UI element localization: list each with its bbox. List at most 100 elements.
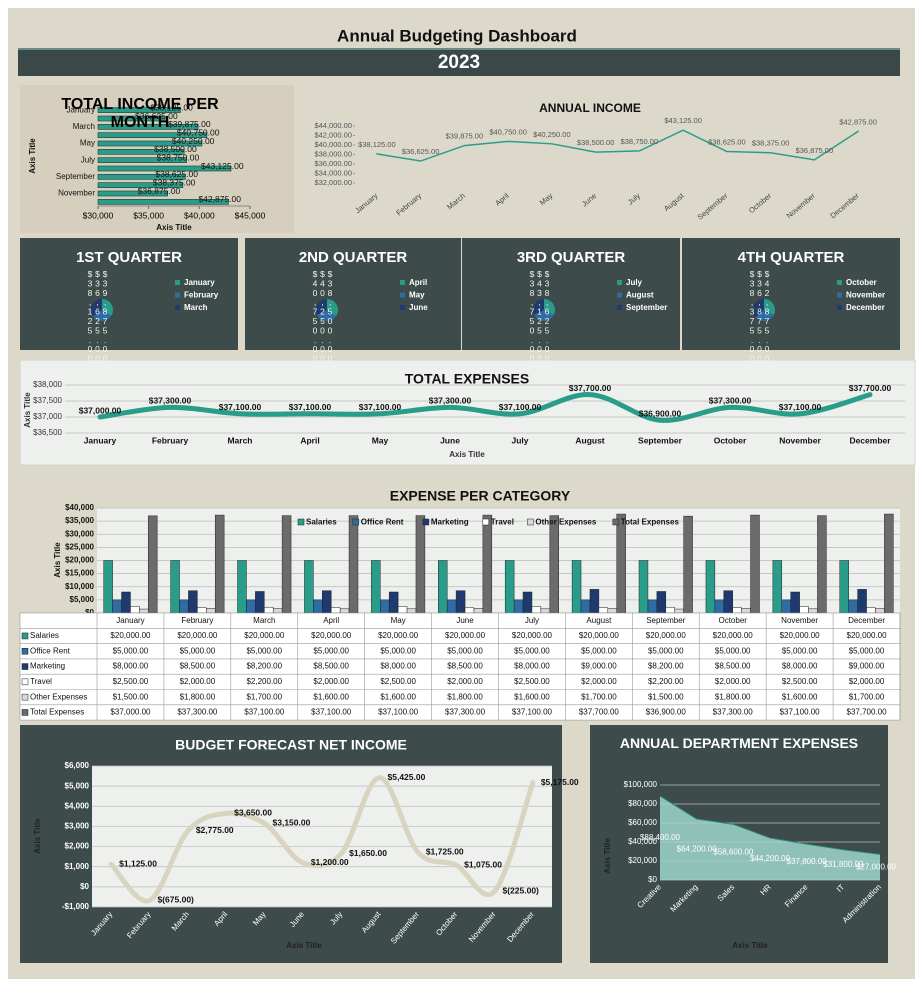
year: 2023 [438,52,480,73]
data-label: $36,900.00 [639,408,682,418]
y-tick-label: $37,000 [33,412,62,421]
data-label: $40,250.00 [172,136,215,146]
legend-swatch [400,292,405,298]
bar [857,589,867,614]
table-swatch [21,632,29,640]
bar [397,606,408,614]
bar [339,608,350,614]
pie-slice [317,310,337,321]
chart-title: ANNUAL INCOME [539,101,641,115]
table-cell: $2,000.00 [180,677,216,686]
y-tick-label: $40,000 [65,503,94,512]
year-banner [18,48,900,76]
x-tick-label: December [849,435,891,445]
x-axis-title: Axis Title [449,450,485,459]
x-axis-title: Axis Title [156,223,192,232]
y-axis-title: Axis Title [53,542,62,578]
table-cell: $1,600.00 [380,692,416,701]
table-cell: $8,500.00 [313,662,349,671]
chart-title: EXPENSE PER CATEGORY [390,488,571,504]
panel [245,238,461,350]
table-cell: $2,500.00 [514,677,550,686]
data-label: $38,375.00 [153,177,196,187]
table-cell: $8,000.00 [113,662,149,671]
bar [188,590,198,614]
data-label: $38,500.00 [154,144,197,154]
bar [638,560,649,614]
pie-slice [327,299,338,316]
bar [866,607,876,614]
data-label: $64,200.00 [677,845,718,854]
pie-slice [316,299,327,315]
x-tick-label: January [116,616,144,625]
data-label: $44,200.00 [750,854,791,863]
data-label: $40,750.00 [177,127,220,137]
x-axis-title: Axis Title [732,941,768,950]
legend-swatch [617,280,622,285]
table-swatch [21,663,29,670]
bar [683,515,693,614]
table-cell: $20,000.00 [311,631,352,640]
x-tick-label: January [84,435,117,445]
data-label: $3,150.00 [273,818,311,828]
table-cell: $20,000.00 [244,631,285,640]
legend-swatch [175,292,180,298]
x-tick-label: March [227,435,252,445]
bar [322,590,332,614]
y-tick-label: -$1,000 [62,902,90,911]
bar [665,606,675,614]
table-cell: $8,500.00 [180,662,216,671]
legend-label: April [409,278,427,287]
line [97,392,873,423]
data-label: $36,875.00 [796,146,834,155]
table-cell: $8,500.00 [447,662,483,671]
bar [772,560,783,614]
bar [304,560,314,614]
table-cell: $9,000.00 [581,662,617,671]
table-row-label: Total Expenses [30,708,84,717]
x-tick-label: September [638,435,683,445]
legend-label: July [626,278,643,287]
table-cell: $1,600.00 [514,692,550,701]
legend-label: August [626,291,654,300]
table-cell: $37,100.00 [311,708,352,717]
legend-swatch [175,280,180,285]
y-tick-label: November [58,189,95,198]
legend-swatch [837,280,842,285]
bar [580,599,591,614]
pie-slice [755,310,774,321]
data-label: $88,400.00 [640,833,681,842]
x-tick-label: February [152,435,189,445]
legend-label: December [846,303,885,312]
x-tick-label: July [525,616,539,625]
data-label: $2,775.00 [196,825,234,835]
bar [281,515,292,614]
legend-label: January [184,278,215,287]
table-cell: $1,700.00 [581,692,617,701]
legend-swatch [400,305,405,310]
bar [197,607,207,614]
bar [714,599,725,614]
bar [130,606,140,614]
bar [531,606,542,614]
table-cell: $20,000.00 [579,631,620,640]
bar [97,174,186,180]
bar [504,560,515,614]
bar [808,608,818,614]
table-cell: $20,000.00 [780,631,821,640]
table-cell: $5,000.00 [782,646,818,655]
bar [246,599,256,614]
legend-swatch [527,518,534,526]
bar [750,514,760,614]
data-label: $39,875.00 [100,269,110,364]
pie-slice [102,299,113,316]
bar [875,608,885,614]
x-tick-label: November [781,616,818,625]
pie-slice [534,310,554,322]
table-cell: $5,000.00 [514,646,550,655]
data-label: $1,725.00 [426,846,464,856]
bar [97,124,199,130]
bar [348,515,359,614]
table-cell: $2,000.00 [849,677,885,686]
y-tick-label: $80,000 [628,799,657,808]
